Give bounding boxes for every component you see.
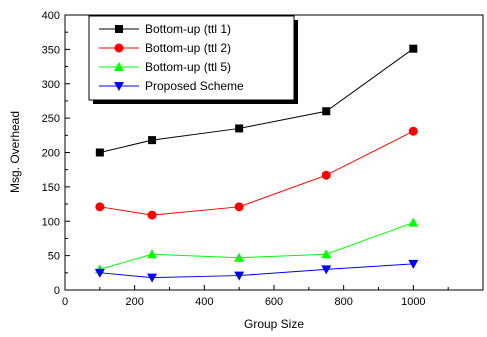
y-tick-label: 350 [42,44,60,56]
y-tick-label: 100 [42,216,60,228]
series-layer [94,44,419,283]
data-point-series-1 [409,44,418,53]
tick-labels: 0 200 400 600 800 1000 0 50 100 150 200 250 300 350 40… [42,10,426,308]
data-point-series-1 [235,124,244,133]
y-tick-label: 150 [42,182,60,194]
legend-marker-2 [114,43,124,53]
legend-label-3: Bottom-up (ttl 5) [145,60,231,74]
legend-label-2: Bottom-up (ttl 2) [145,41,231,55]
x-tick-label: 800 [334,296,352,308]
x-tick-label: 0 [62,296,68,308]
plot-frame [64,14,484,291]
data-point-series-3 [408,217,419,227]
data-point-series-4 [321,265,332,275]
data-point-series-4 [234,271,245,281]
legend-marker-1 [115,25,123,33]
data-point-series-2 [147,210,157,220]
y-tick-label: 200 [42,148,60,160]
legend-marker-3 [114,62,124,71]
y-tick-label: 400 [42,10,60,22]
y-tick-label: 0 [54,285,60,297]
data-point-series-3 [234,252,245,262]
data-point-series-4 [147,273,158,283]
data-point-series-2 [408,126,418,136]
y-tick-label: 300 [42,79,60,91]
x-tick-label: 400 [195,296,213,308]
data-point-series-4 [408,259,419,269]
y-tick-label: 50 [48,251,60,263]
data-point-series-1 [322,107,331,116]
series-line-4 [99,263,414,279]
x-tick-label: 600 [265,296,283,308]
y-axis-title: Msg. Overhead [8,111,22,193]
legend-label-4: Proposed Scheme [145,79,244,93]
x-axis-title: Group Size [244,317,304,331]
legend-marker-4 [114,82,124,91]
data-point-series-3 [321,249,332,259]
x-tick-label: 1000 [401,296,425,308]
data-point-series-1 [95,148,104,157]
data-point-series-2 [95,202,105,212]
legend-label-1: Bottom-up (ttl 1) [145,22,231,36]
series-line-2 [99,130,414,216]
data-point-series-1 [148,136,157,145]
data-point-series-2 [321,170,331,180]
series-line-3 [99,222,414,270]
data-point-series-3 [147,249,158,259]
data-point-series-2 [234,202,244,212]
legend: Bottom-up (ttl 1) Bottom-up (ttl 2) Bottom… [88,15,298,104]
x-tick-label: 200 [125,296,143,308]
data-point-series-4 [94,268,105,278]
y-tick-label: 250 [42,113,60,125]
